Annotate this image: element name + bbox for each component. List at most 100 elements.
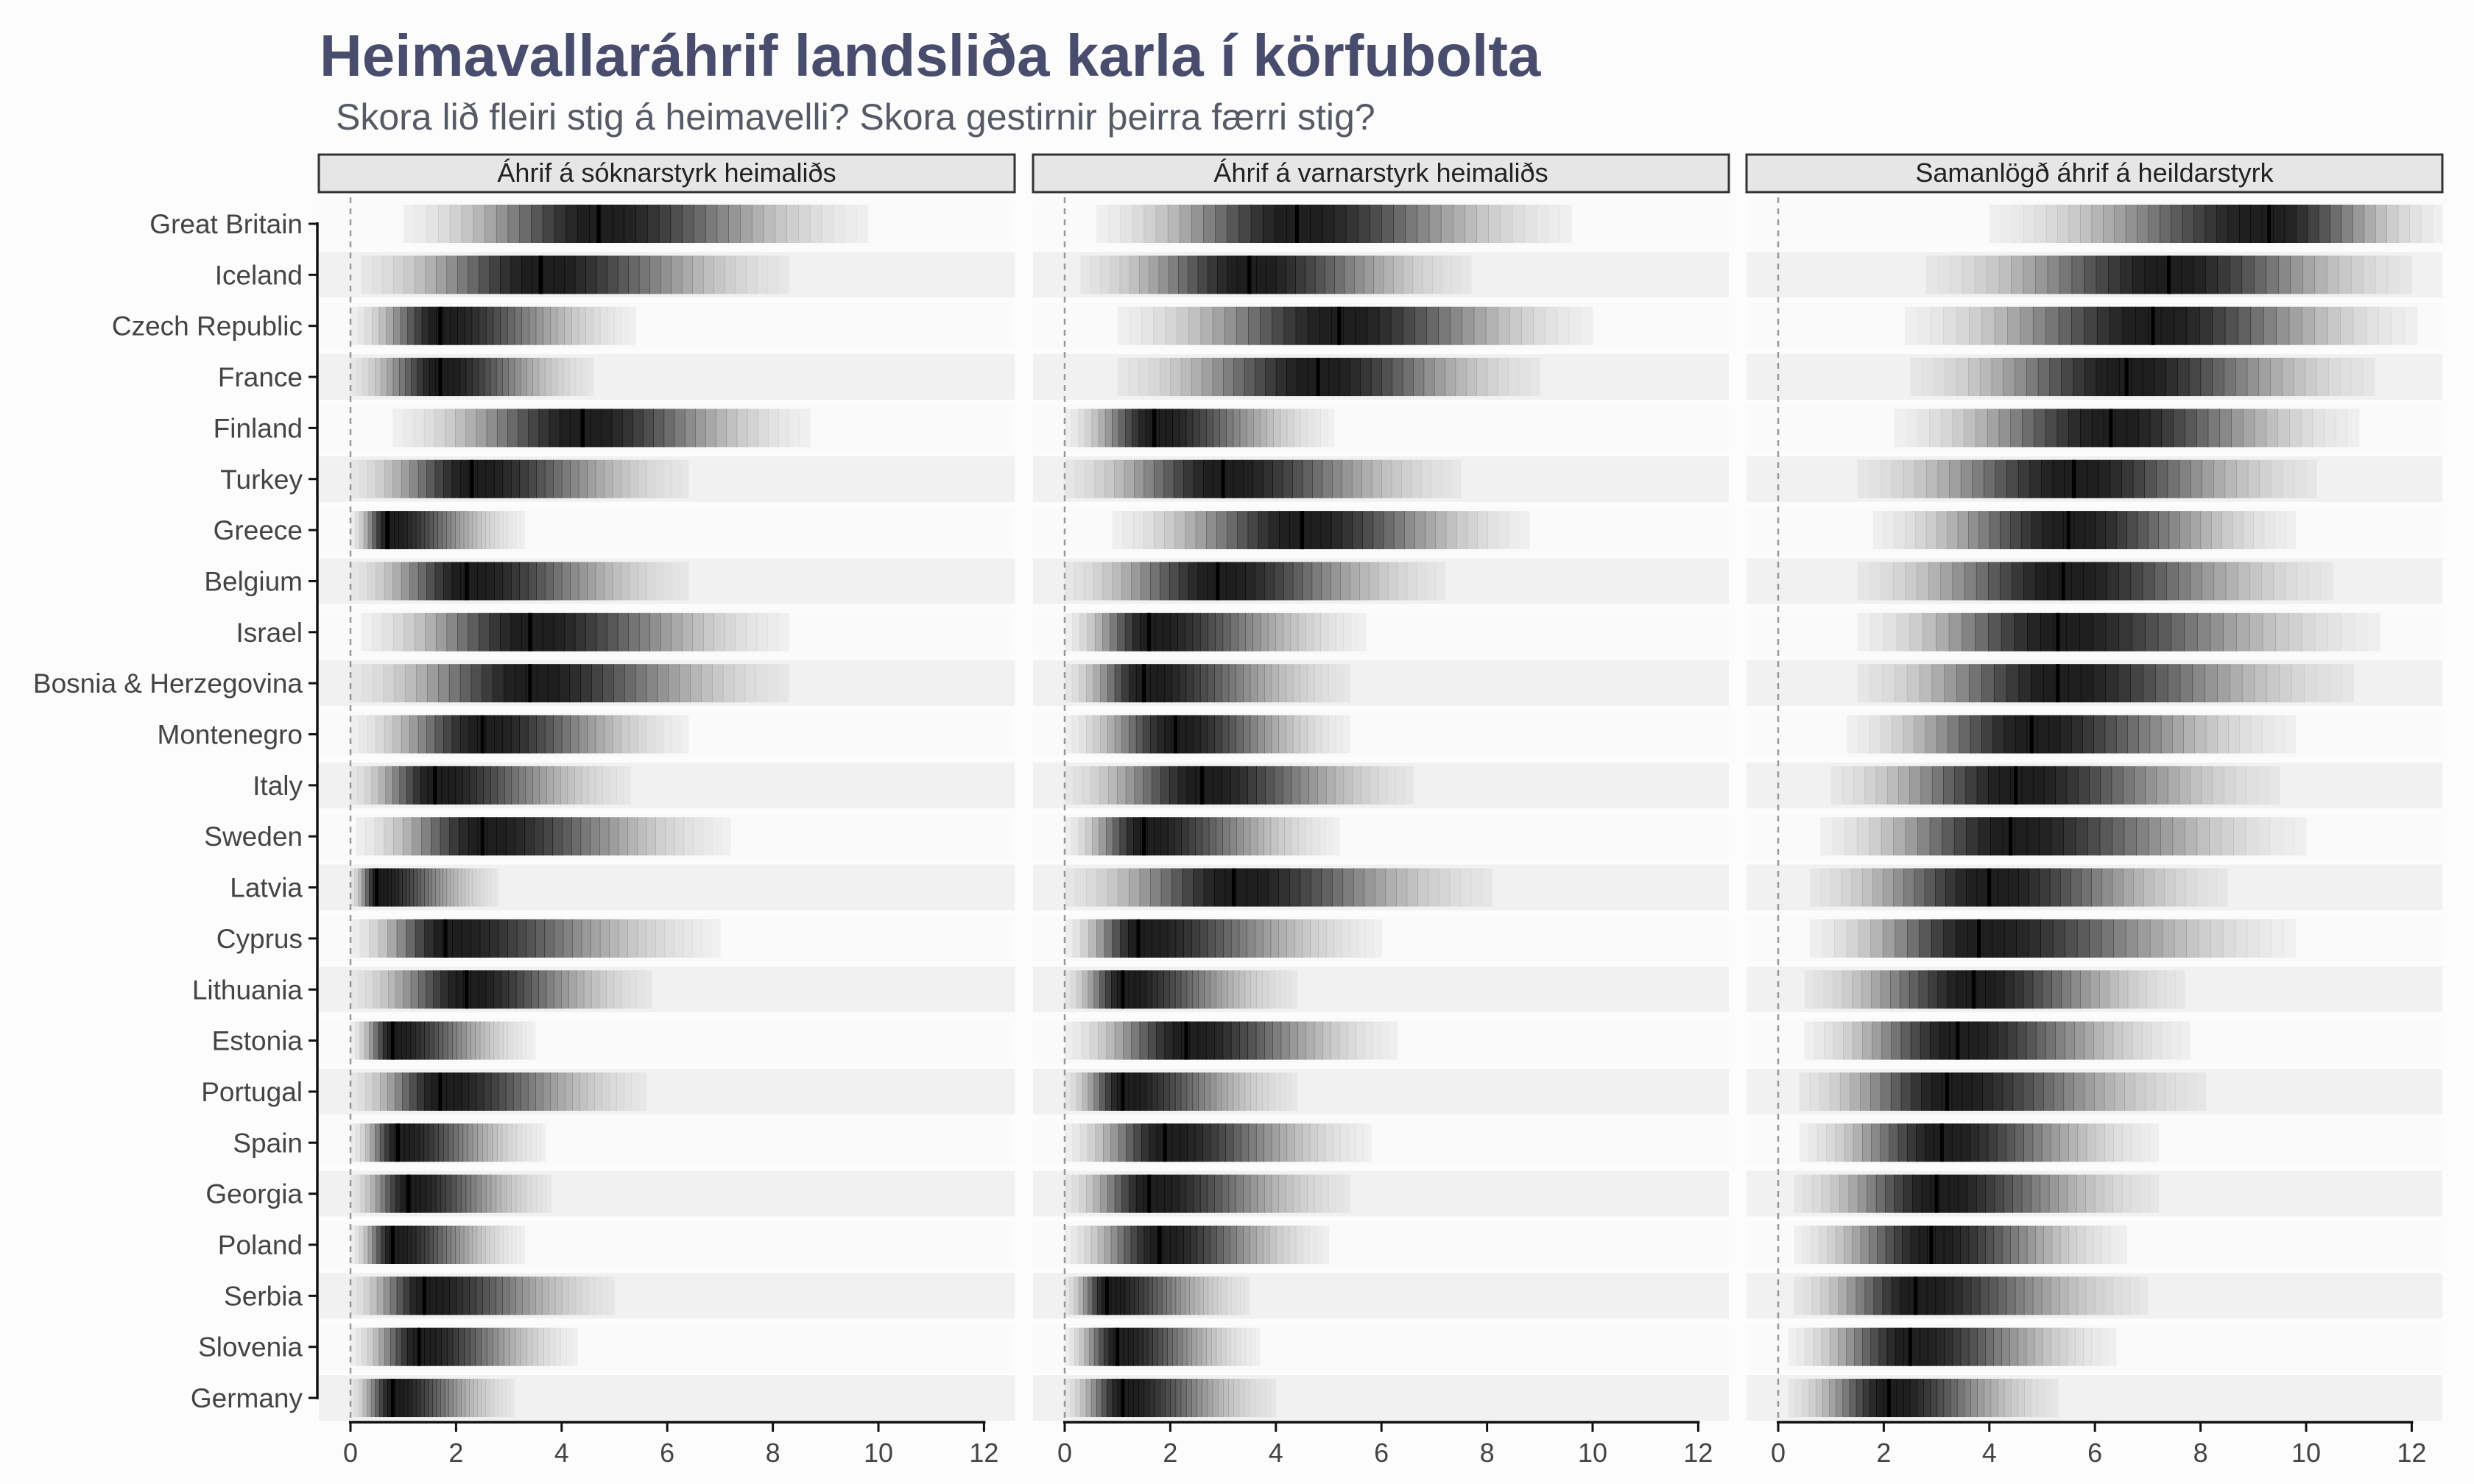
density-bin — [373, 1327, 380, 1366]
density-bin — [2089, 919, 2102, 958]
density-bin — [1120, 1276, 1126, 1315]
density-bin — [2174, 919, 2187, 958]
density-bin — [1969, 306, 1983, 345]
density-bin — [1264, 817, 1272, 856]
row-band — [1747, 1170, 2442, 1217]
interval-estonia — [350, 1021, 536, 1060]
density-bin — [434, 766, 443, 805]
density-bin — [1119, 255, 1130, 294]
density-bin — [2149, 1174, 2159, 1213]
density-bin — [1310, 919, 1319, 958]
density-bin — [1935, 1226, 1945, 1264]
density-bin — [1185, 409, 1194, 448]
density-bin — [1948, 715, 1960, 754]
density-bin — [2068, 409, 2081, 448]
density-bin — [1099, 1072, 1106, 1111]
density-bin — [2172, 817, 2185, 856]
density-bin — [477, 1379, 482, 1418]
density-bin — [1191, 1327, 1197, 1366]
density-bin — [1331, 511, 1342, 550]
density-bin — [2041, 1276, 2051, 1315]
density-bin — [1925, 255, 1939, 294]
density-bin — [2175, 1072, 2186, 1111]
density-bin — [702, 817, 713, 856]
density-bin — [446, 255, 458, 294]
density-bin — [713, 255, 725, 294]
density-bin — [1968, 1226, 1978, 1264]
density-bin — [463, 1226, 469, 1264]
density-bin — [2305, 358, 2317, 397]
density-bin — [471, 358, 479, 397]
density-bin — [2210, 919, 2224, 958]
density-bin — [1992, 919, 2005, 958]
density-bin — [512, 1072, 521, 1111]
density-bin — [1487, 511, 1499, 550]
density-bin — [1157, 1327, 1163, 1366]
density-bin — [515, 1276, 523, 1315]
density-bin — [638, 562, 647, 601]
density-bin — [1870, 612, 1884, 651]
density-bin — [1353, 868, 1365, 907]
interval-germany — [1788, 1379, 2059, 1418]
density-bin — [1297, 1021, 1307, 1060]
density-bin — [2213, 459, 2226, 498]
density-bin — [428, 868, 433, 907]
density-bin — [1203, 1276, 1209, 1315]
density-bin — [436, 1276, 444, 1315]
density-bin — [1245, 1327, 1251, 1366]
density-bin — [1364, 868, 1375, 907]
density-bin — [543, 1327, 550, 1366]
density-bin — [1212, 358, 1224, 397]
density-bin — [1937, 459, 1950, 498]
density-bin — [2084, 511, 2096, 550]
density-bin — [646, 562, 655, 601]
density-bin — [357, 306, 365, 345]
density-bin — [1476, 358, 1488, 397]
density-bin — [1842, 1379, 1850, 1418]
density-bin — [1164, 1174, 1172, 1213]
density-bin — [460, 459, 470, 498]
density-bin — [609, 1072, 617, 1111]
density-bin — [1203, 205, 1216, 243]
density-bin — [380, 1072, 388, 1111]
density-bin — [355, 1123, 361, 1162]
density-bin — [1065, 1379, 1071, 1418]
density-bin — [1099, 817, 1107, 856]
density-bin — [1909, 970, 1920, 1009]
density-bin — [2013, 970, 2024, 1009]
interval-belgium — [1065, 562, 1445, 601]
density-bin — [1322, 1021, 1331, 1060]
density-bin — [1093, 715, 1101, 754]
density-bin — [2210, 511, 2222, 550]
density-bin — [365, 970, 374, 1009]
density-bin — [2205, 205, 2217, 243]
density-bin — [1959, 715, 1971, 754]
density-bin — [1292, 1174, 1301, 1213]
y-tick-label: Latvia — [230, 873, 303, 903]
density-bin — [2228, 715, 2241, 754]
density-bin — [561, 970, 569, 1009]
density-bin — [1962, 1276, 1972, 1315]
density-bin — [617, 612, 629, 651]
density-bin — [553, 612, 565, 651]
density-bin — [1122, 970, 1129, 1009]
density-bin — [2012, 205, 2024, 243]
density-bin — [441, 358, 448, 397]
density-bin — [2259, 919, 2272, 958]
density-bin — [1165, 306, 1177, 345]
density-bin — [1344, 255, 1355, 294]
density-bin — [668, 664, 680, 703]
density-bin — [1918, 970, 1929, 1009]
density-bin — [490, 1174, 497, 1213]
density-bin — [649, 255, 661, 294]
density-bin — [2233, 817, 2246, 856]
density-bin — [1122, 511, 1134, 550]
density-bin — [1432, 255, 1442, 294]
density-bin — [448, 1123, 454, 1162]
density-bin — [2006, 664, 2020, 703]
density-bin — [1143, 919, 1152, 958]
density-bin — [2132, 255, 2146, 294]
density-bin — [417, 358, 424, 397]
y-tick-label: Greece — [214, 515, 303, 545]
density-bin — [493, 1379, 498, 1418]
